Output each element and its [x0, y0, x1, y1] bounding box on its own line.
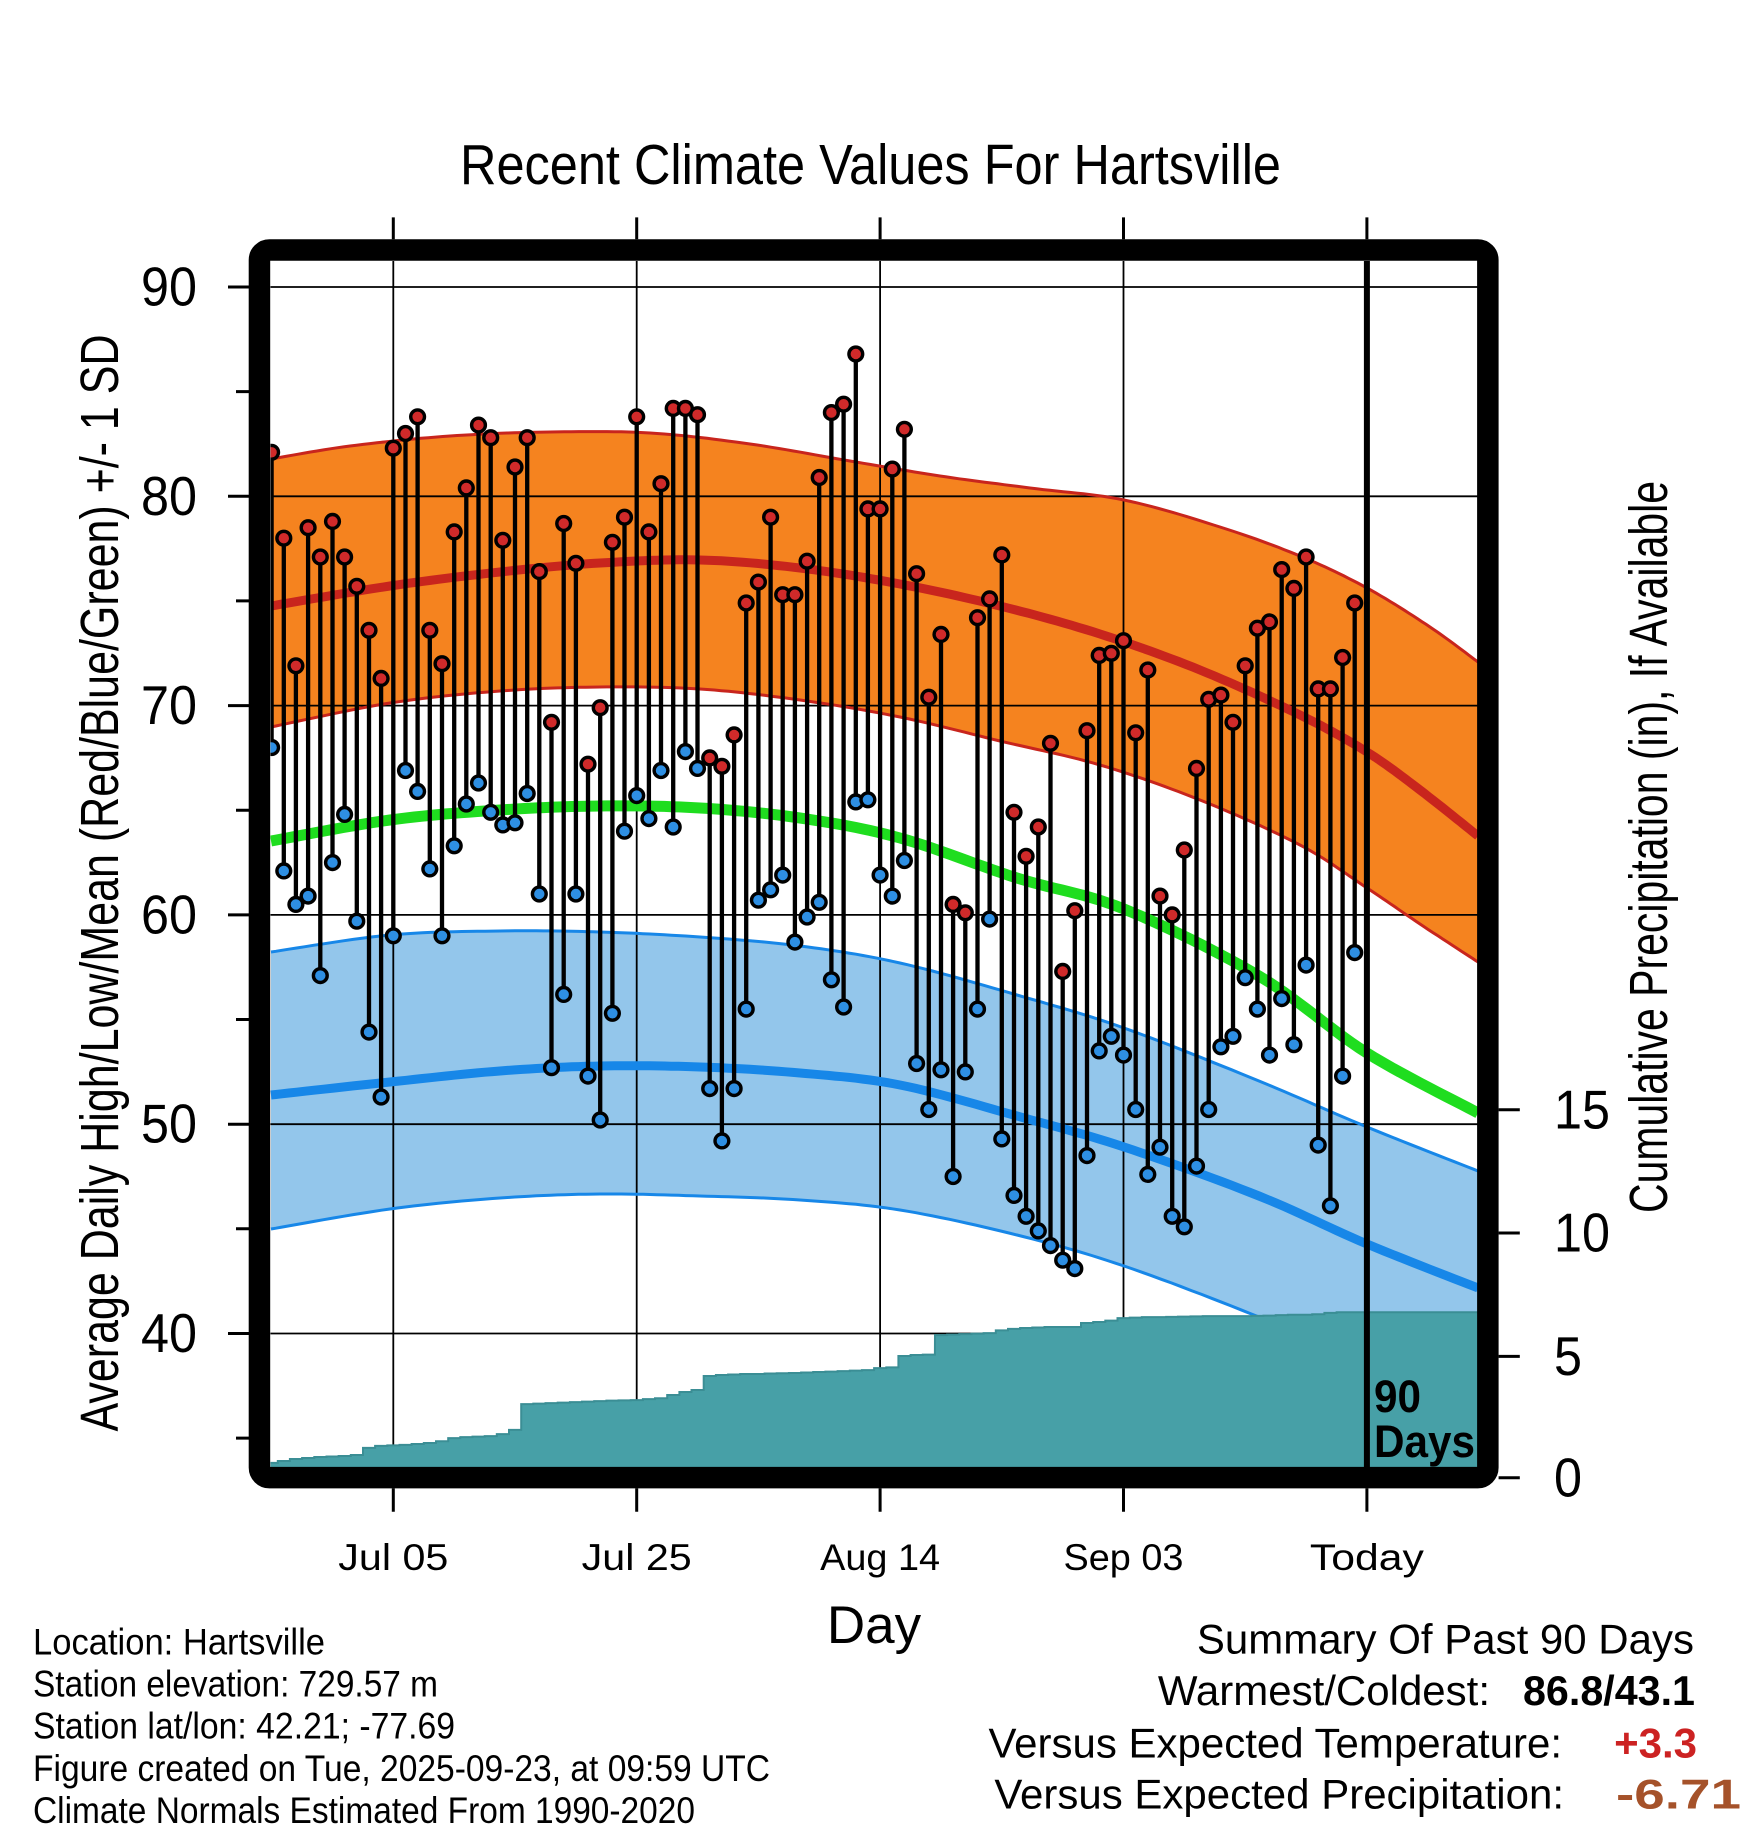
svg-text:Figure created on Tue, 2025-09: Figure created on Tue, 2025-09-23, at 09… [33, 1748, 770, 1789]
svg-text:80: 80 [141, 465, 197, 527]
svg-text:90: 90 [1374, 1371, 1421, 1422]
svg-text:Jul 25: Jul 25 [582, 1537, 692, 1578]
svg-text:Summary Of Past 90 Days: Summary Of Past 90 Days [1197, 1616, 1694, 1663]
svg-text:-6.71: -6.71 [1616, 1771, 1741, 1818]
svg-text:Aug 14: Aug 14 [820, 1537, 940, 1578]
svg-text:Versus Expected Temperature:: Versus Expected Temperature: [988, 1719, 1562, 1766]
svg-text:Cumulative Precipitation (in),: Cumulative Precipitation (in), If Availa… [1619, 481, 1679, 1213]
svg-text:10: 10 [1554, 1202, 1610, 1264]
svg-text:Sep 03: Sep 03 [1064, 1537, 1184, 1578]
svg-text:50: 50 [141, 1093, 197, 1155]
svg-text:70: 70 [141, 674, 197, 736]
svg-text:+3.3: +3.3 [1614, 1719, 1697, 1766]
svg-text:Versus Expected Precipitation:: Versus Expected Precipitation: [994, 1771, 1564, 1818]
svg-text:5: 5 [1554, 1325, 1582, 1387]
svg-text:Station elevation: 729.57 m: Station elevation: 729.57 m [33, 1664, 438, 1705]
svg-text:Climate Normals Estimated From: Climate Normals Estimated From 1990-2020 [33, 1790, 695, 1828]
svg-text:Today: Today [1310, 1537, 1425, 1578]
svg-text:Station lat/lon: 42.21; -77.69: Station lat/lon: 42.21; -77.69 [33, 1706, 455, 1747]
svg-text:Location: Hartsville: Location: Hartsville [33, 1622, 325, 1663]
svg-text:15: 15 [1554, 1078, 1610, 1140]
svg-text:Jul 05: Jul 05 [338, 1537, 448, 1578]
svg-text:0: 0 [1554, 1447, 1582, 1509]
svg-text:Day: Day [827, 1596, 922, 1655]
svg-text:Warmest/Coldest:: Warmest/Coldest: [1158, 1667, 1490, 1714]
svg-text:40: 40 [141, 1302, 197, 1364]
svg-text:Recent Climate Values For Hart: Recent Climate Values For Hartsville [460, 133, 1281, 197]
svg-text:Average Daily High/Low/Mean (R: Average Daily High/Low/Mean (Red/Blue/Gr… [70, 335, 130, 1432]
svg-text:86.8/43.1: 86.8/43.1 [1523, 1667, 1695, 1714]
svg-text:60: 60 [141, 883, 197, 945]
svg-text:90: 90 [141, 256, 197, 318]
svg-text:Days: Days [1374, 1416, 1475, 1467]
